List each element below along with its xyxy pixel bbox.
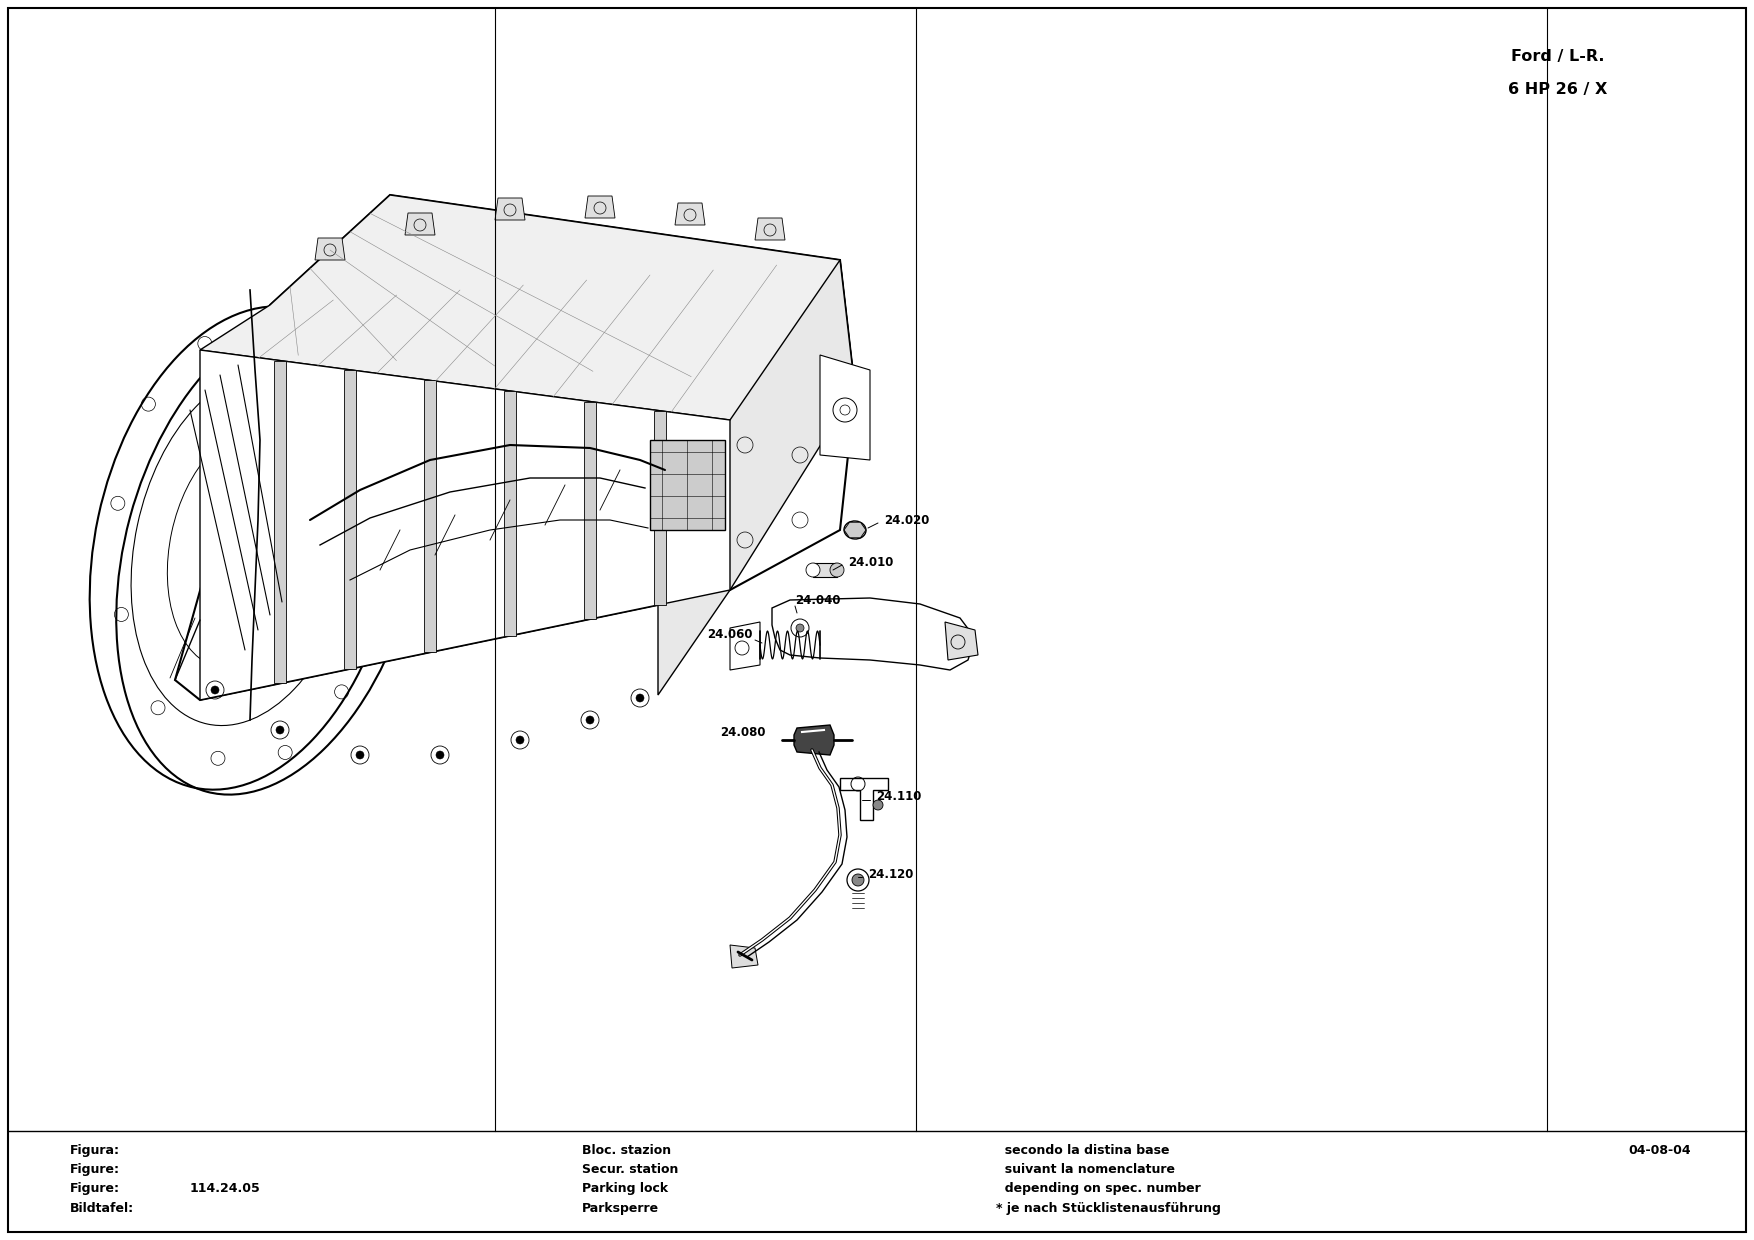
Polygon shape <box>316 238 346 260</box>
Text: 6 HP 26 / X: 6 HP 26 / X <box>1508 82 1607 97</box>
Polygon shape <box>945 622 979 660</box>
Polygon shape <box>424 381 437 652</box>
Circle shape <box>847 869 868 892</box>
Polygon shape <box>730 945 758 968</box>
Polygon shape <box>654 410 667 605</box>
Polygon shape <box>405 213 435 236</box>
Polygon shape <box>844 522 866 538</box>
Text: Ford / L-R.: Ford / L-R. <box>1510 48 1605 64</box>
Polygon shape <box>772 598 975 670</box>
Text: 24.060: 24.060 <box>707 629 752 641</box>
Text: 24.120: 24.120 <box>868 868 914 882</box>
Circle shape <box>437 751 444 759</box>
Polygon shape <box>495 198 524 219</box>
Polygon shape <box>651 440 724 529</box>
Text: 24.010: 24.010 <box>847 556 893 568</box>
Text: Figure:: Figure: <box>70 1163 121 1176</box>
Text: Secur. station: Secur. station <box>582 1163 679 1176</box>
Text: 04-08-04: 04-08-04 <box>1628 1143 1691 1157</box>
Text: 24.040: 24.040 <box>795 594 840 606</box>
Polygon shape <box>730 622 759 670</box>
Polygon shape <box>795 725 833 755</box>
Circle shape <box>873 800 882 810</box>
Polygon shape <box>586 196 616 218</box>
Ellipse shape <box>849 525 861 534</box>
Circle shape <box>796 624 803 632</box>
Text: 114.24.05: 114.24.05 <box>189 1182 260 1195</box>
Text: depending on spec. number: depending on spec. number <box>996 1182 1201 1195</box>
Polygon shape <box>200 350 730 701</box>
Polygon shape <box>503 391 516 636</box>
Circle shape <box>586 715 595 724</box>
Circle shape <box>210 686 219 694</box>
Text: suivant la nomenclature: suivant la nomenclature <box>996 1163 1175 1176</box>
Circle shape <box>637 694 644 702</box>
Polygon shape <box>840 777 888 820</box>
Ellipse shape <box>844 521 866 539</box>
Text: 24.110: 24.110 <box>875 790 921 802</box>
Text: Parksperre: Parksperre <box>582 1202 660 1215</box>
Text: Figure:: Figure: <box>70 1182 121 1195</box>
Polygon shape <box>754 218 786 241</box>
Polygon shape <box>274 361 286 683</box>
Text: * je nach Stücklistenausführung: * je nach Stücklistenausführung <box>996 1202 1221 1215</box>
Polygon shape <box>584 402 596 619</box>
Ellipse shape <box>830 563 844 577</box>
Circle shape <box>516 737 524 744</box>
Text: Figura:: Figura: <box>70 1143 121 1157</box>
Circle shape <box>852 874 865 887</box>
Polygon shape <box>175 195 854 701</box>
Text: Parking lock: Parking lock <box>582 1182 668 1195</box>
Circle shape <box>275 725 284 734</box>
Polygon shape <box>675 203 705 224</box>
Circle shape <box>356 751 365 759</box>
Text: Bloc. stazion: Bloc. stazion <box>582 1143 672 1157</box>
Polygon shape <box>814 563 837 577</box>
Polygon shape <box>344 370 356 668</box>
Ellipse shape <box>807 563 821 577</box>
Text: 24.080: 24.080 <box>719 727 765 739</box>
Text: Bildtafel:: Bildtafel: <box>70 1202 135 1215</box>
Text: secondo la distina base: secondo la distina base <box>996 1143 1170 1157</box>
Text: 24.020: 24.020 <box>884 513 930 527</box>
Polygon shape <box>200 195 854 420</box>
Polygon shape <box>821 355 870 460</box>
Polygon shape <box>658 260 854 694</box>
